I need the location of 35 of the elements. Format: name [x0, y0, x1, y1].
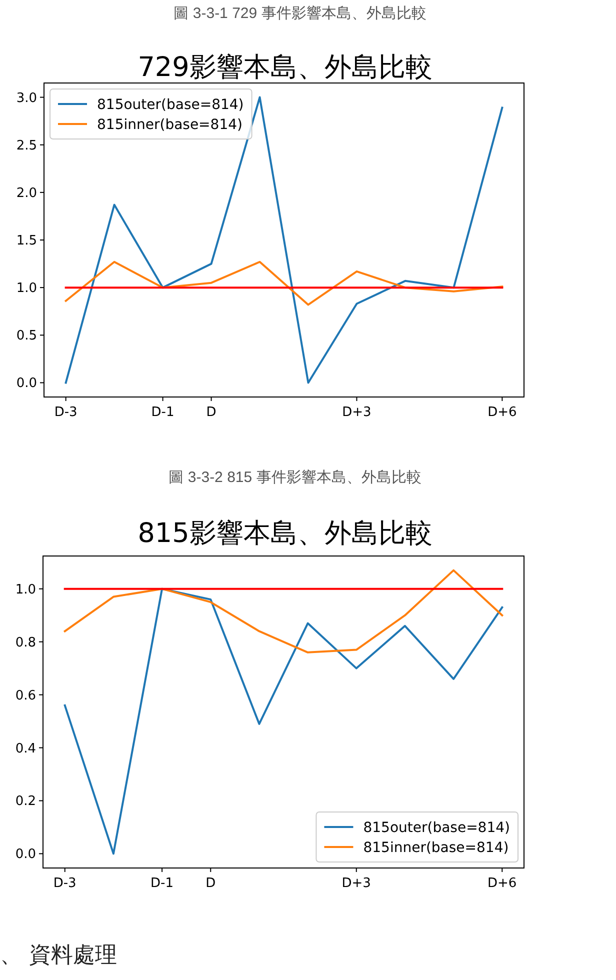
text: 、 資料處理 [0, 943, 117, 968]
y-tick-label: 0.2 [15, 794, 36, 810]
x-tick-label: D+3 [342, 405, 372, 420]
y-tick-label: 0.0 [15, 847, 36, 862]
chart-title: 729影響本島、外島比較 [138, 52, 432, 83]
caption: 圖 3-3-1 729 事件影響本島、外島比較 [174, 5, 426, 22]
line-series [64, 260, 504, 306]
y-tick-label: 0.6 [15, 688, 36, 704]
caption: 圖 3-3-2 815 事件影響本島、外島比較 [168, 469, 422, 486]
y-tick-label: 1.5 [16, 234, 37, 248]
x-tick-label: D-1 [151, 405, 174, 420]
y-tick-label: 1.0 [16, 281, 37, 296]
legend-label: 815inner(base=814) [97, 117, 242, 133]
chart-title: 815影響本島、外島比較 [138, 518, 432, 549]
y-tick-label: 0.4 [15, 741, 36, 756]
x-tick-label: D [206, 876, 216, 891]
x-tick-label: D [206, 405, 216, 420]
y-tick-label: 0.0 [16, 376, 37, 392]
y-tick-label: 0.8 [15, 635, 36, 650]
x-tick-label: D-3 [54, 405, 78, 420]
line-series [64, 96, 504, 384]
legend-label: 815outer(base=814) [97, 97, 244, 113]
x-tick-label: D+6 [488, 405, 517, 420]
y-tick-label: 3.0 [16, 90, 37, 106]
y-tick-label: 1.0 [15, 582, 36, 598]
y-tick-label: 0.5 [16, 328, 37, 344]
x-tick-label: D-1 [150, 876, 174, 891]
x-tick-label: D-3 [53, 876, 76, 891]
legend-label: 815outer(base=814) [363, 820, 510, 836]
legend-label: 815inner(base=814) [363, 840, 509, 856]
y-tick-label: 2.5 [16, 138, 37, 154]
line-series [64, 569, 504, 654]
x-tick-label: D+6 [488, 876, 517, 891]
y-tick-label: 2.0 [16, 186, 37, 201]
x-tick-label: D+3 [342, 876, 371, 891]
